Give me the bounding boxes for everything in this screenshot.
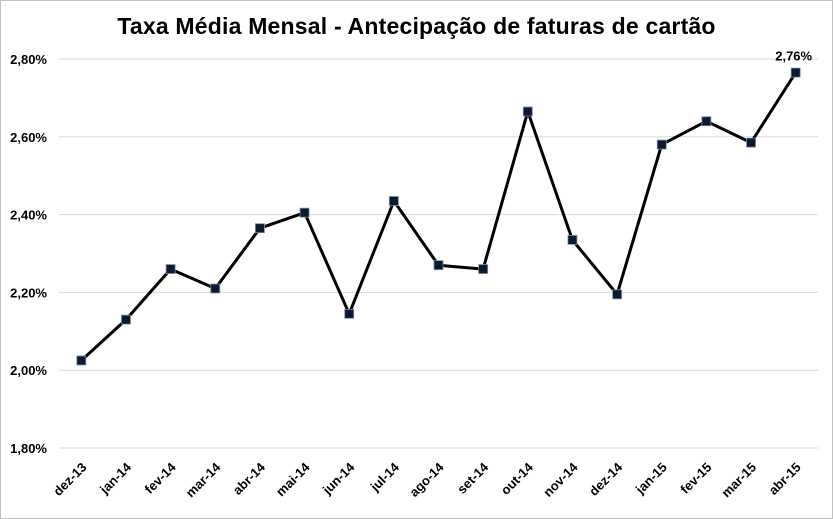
data-point [433, 260, 444, 271]
data-point [790, 67, 801, 78]
x-tick-label: dez-13 [50, 460, 89, 499]
y-tick-label: 2,00% [10, 363, 47, 378]
series-line [80, 71, 797, 362]
data-point [121, 314, 131, 325]
data-point [746, 137, 756, 148]
data-label: 2,76% [775, 49, 812, 64]
data-point [478, 264, 489, 274]
data-point [344, 308, 355, 319]
data-point [76, 355, 87, 366]
x-tick-label: jan-15 [632, 460, 670, 498]
x-tick-label: mai-14 [273, 459, 313, 499]
chart-title: Taxa Média Mensal - Antecipação de fatur… [117, 13, 716, 39]
data-point [210, 283, 221, 294]
x-tick-label: dez-14 [586, 459, 626, 499]
y-tick-label: 2,60% [10, 130, 47, 145]
x-tick-label: out-14 [498, 459, 537, 498]
x-tick-label: abr-15 [766, 460, 804, 498]
x-tick-label: fev-14 [142, 459, 180, 497]
y-tick-label: 1,80% [10, 441, 47, 456]
y-tick-label: 2,20% [10, 285, 47, 300]
data-point [656, 139, 667, 150]
x-tick-label: ago-14 [406, 459, 447, 500]
x-tick-label: fev-15 [677, 460, 714, 497]
data-point [165, 264, 176, 274]
x-tick-label: jul-14 [367, 459, 403, 495]
data-point [299, 207, 310, 218]
x-tick-label: jun-14 [319, 459, 358, 498]
data-point [612, 289, 622, 300]
x-tick-label: mar-15 [718, 460, 759, 501]
x-tick-label: jan-14 [96, 459, 134, 497]
x-tick-label: nov-14 [540, 459, 581, 500]
x-tick-label: abr-14 [230, 459, 269, 498]
data-point [388, 196, 399, 206]
y-tick-label: 2,80% [10, 52, 47, 67]
data-point [255, 223, 265, 234]
data-point [567, 234, 578, 245]
data-point [522, 106, 533, 117]
x-tick-label: mar-14 [183, 459, 224, 500]
x-tick-label: set-14 [454, 459, 492, 497]
data-point [701, 116, 712, 127]
y-tick-label: 2,40% [10, 208, 47, 223]
